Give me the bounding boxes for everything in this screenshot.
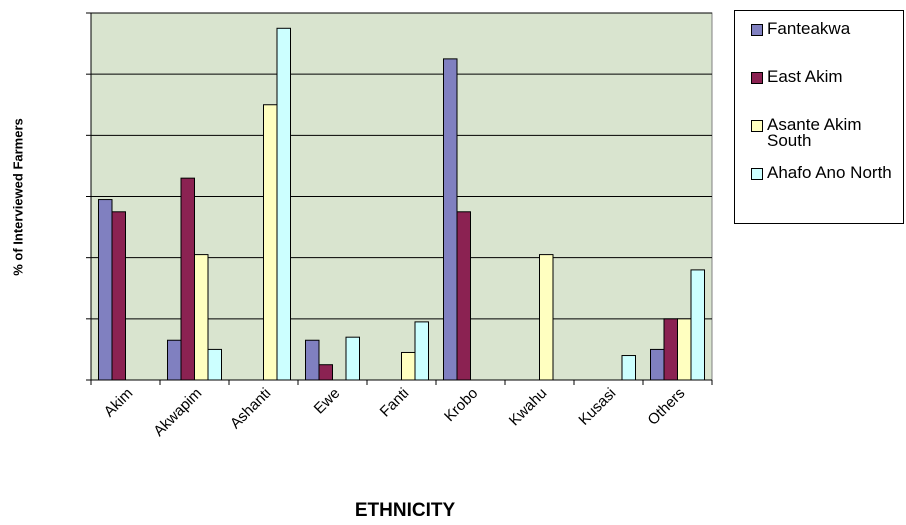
bar-fanteakwa-akim [98, 199, 113, 381]
legend-swatch-fanteakwa [751, 24, 763, 36]
x-tick-label-akim: Akim [101, 385, 137, 421]
legend-swatch-asante-akim-south [751, 120, 763, 132]
legend-swatch-east-akim [751, 72, 763, 84]
x-axis-label: ETHNICITY [354, 500, 456, 521]
legend-item-east-akim: East Akim [751, 67, 906, 86]
legend-item-ahafo-ano-north: Ahafo Ano North [751, 163, 906, 182]
y-axis-label: % of Interviewed Farmers [10, 118, 26, 276]
x-tick-label-others: Others [644, 385, 688, 429]
bar-east-akim-others [663, 318, 678, 381]
legend-item-fanteakwa: Fanteakwa [751, 19, 906, 38]
legend-label-ahafo-ano-north: Ahafo Ano North [767, 163, 892, 182]
x-tick-label-fanti: Fanti [377, 385, 413, 421]
legend-label-east-akim: East Akim [767, 67, 843, 86]
bar-fanteakwa-krobo [443, 58, 458, 381]
legend-swatch-ahafo-ano-north [751, 168, 763, 180]
bar-east-akim-ewe [318, 364, 333, 381]
legend-label-fanteakwa: Fanteakwa [767, 19, 851, 38]
legend: Fanteakwa East Akim Asante Akim South Ah… [734, 10, 904, 224]
x-tick-label-ashanti: Ashanti [227, 385, 274, 432]
bar-east-akim-akim [111, 211, 126, 381]
bar-asante-akim-south-ashanti [263, 104, 278, 381]
x-tick-label-kusasi: Kusasi [575, 385, 619, 429]
bar-fanteakwa-others [650, 348, 665, 381]
bar-ahafo-ano-north-akwapim [207, 348, 222, 381]
bar-asante-akim-south-others [677, 318, 692, 381]
bar-asante-akim-south-akwapim [194, 254, 209, 381]
bar-asante-akim-south-fanti [401, 351, 416, 381]
x-tick-label-kwahu: Kwahu [506, 385, 550, 429]
x-tick-label-akwapim: Akwapim [150, 385, 205, 440]
bar-east-akim-krobo [456, 211, 471, 381]
legend-item-asante-akim-south: Asante Akim South [751, 115, 906, 150]
bar-fanteakwa-ewe [305, 339, 320, 381]
bar-ahafo-ano-north-ashanti [276, 27, 291, 381]
bar-ahafo-ano-north-ewe [345, 336, 360, 381]
bar-east-akim-akwapim [180, 177, 195, 381]
legend-label-asante-akim-south: Asante Akim South [767, 115, 862, 150]
bar-ahafo-ano-north-others [690, 269, 705, 381]
x-tick-label-krobo: Krobo [441, 385, 481, 425]
x-tick-label-ewe: Ewe [311, 385, 344, 418]
bar-fanteakwa-akwapim [167, 339, 182, 381]
bar-ahafo-ano-north-kusasi [621, 355, 636, 381]
bar-asante-akim-south-kwahu [539, 254, 554, 381]
bar-ahafo-ano-north-fanti [414, 321, 429, 381]
